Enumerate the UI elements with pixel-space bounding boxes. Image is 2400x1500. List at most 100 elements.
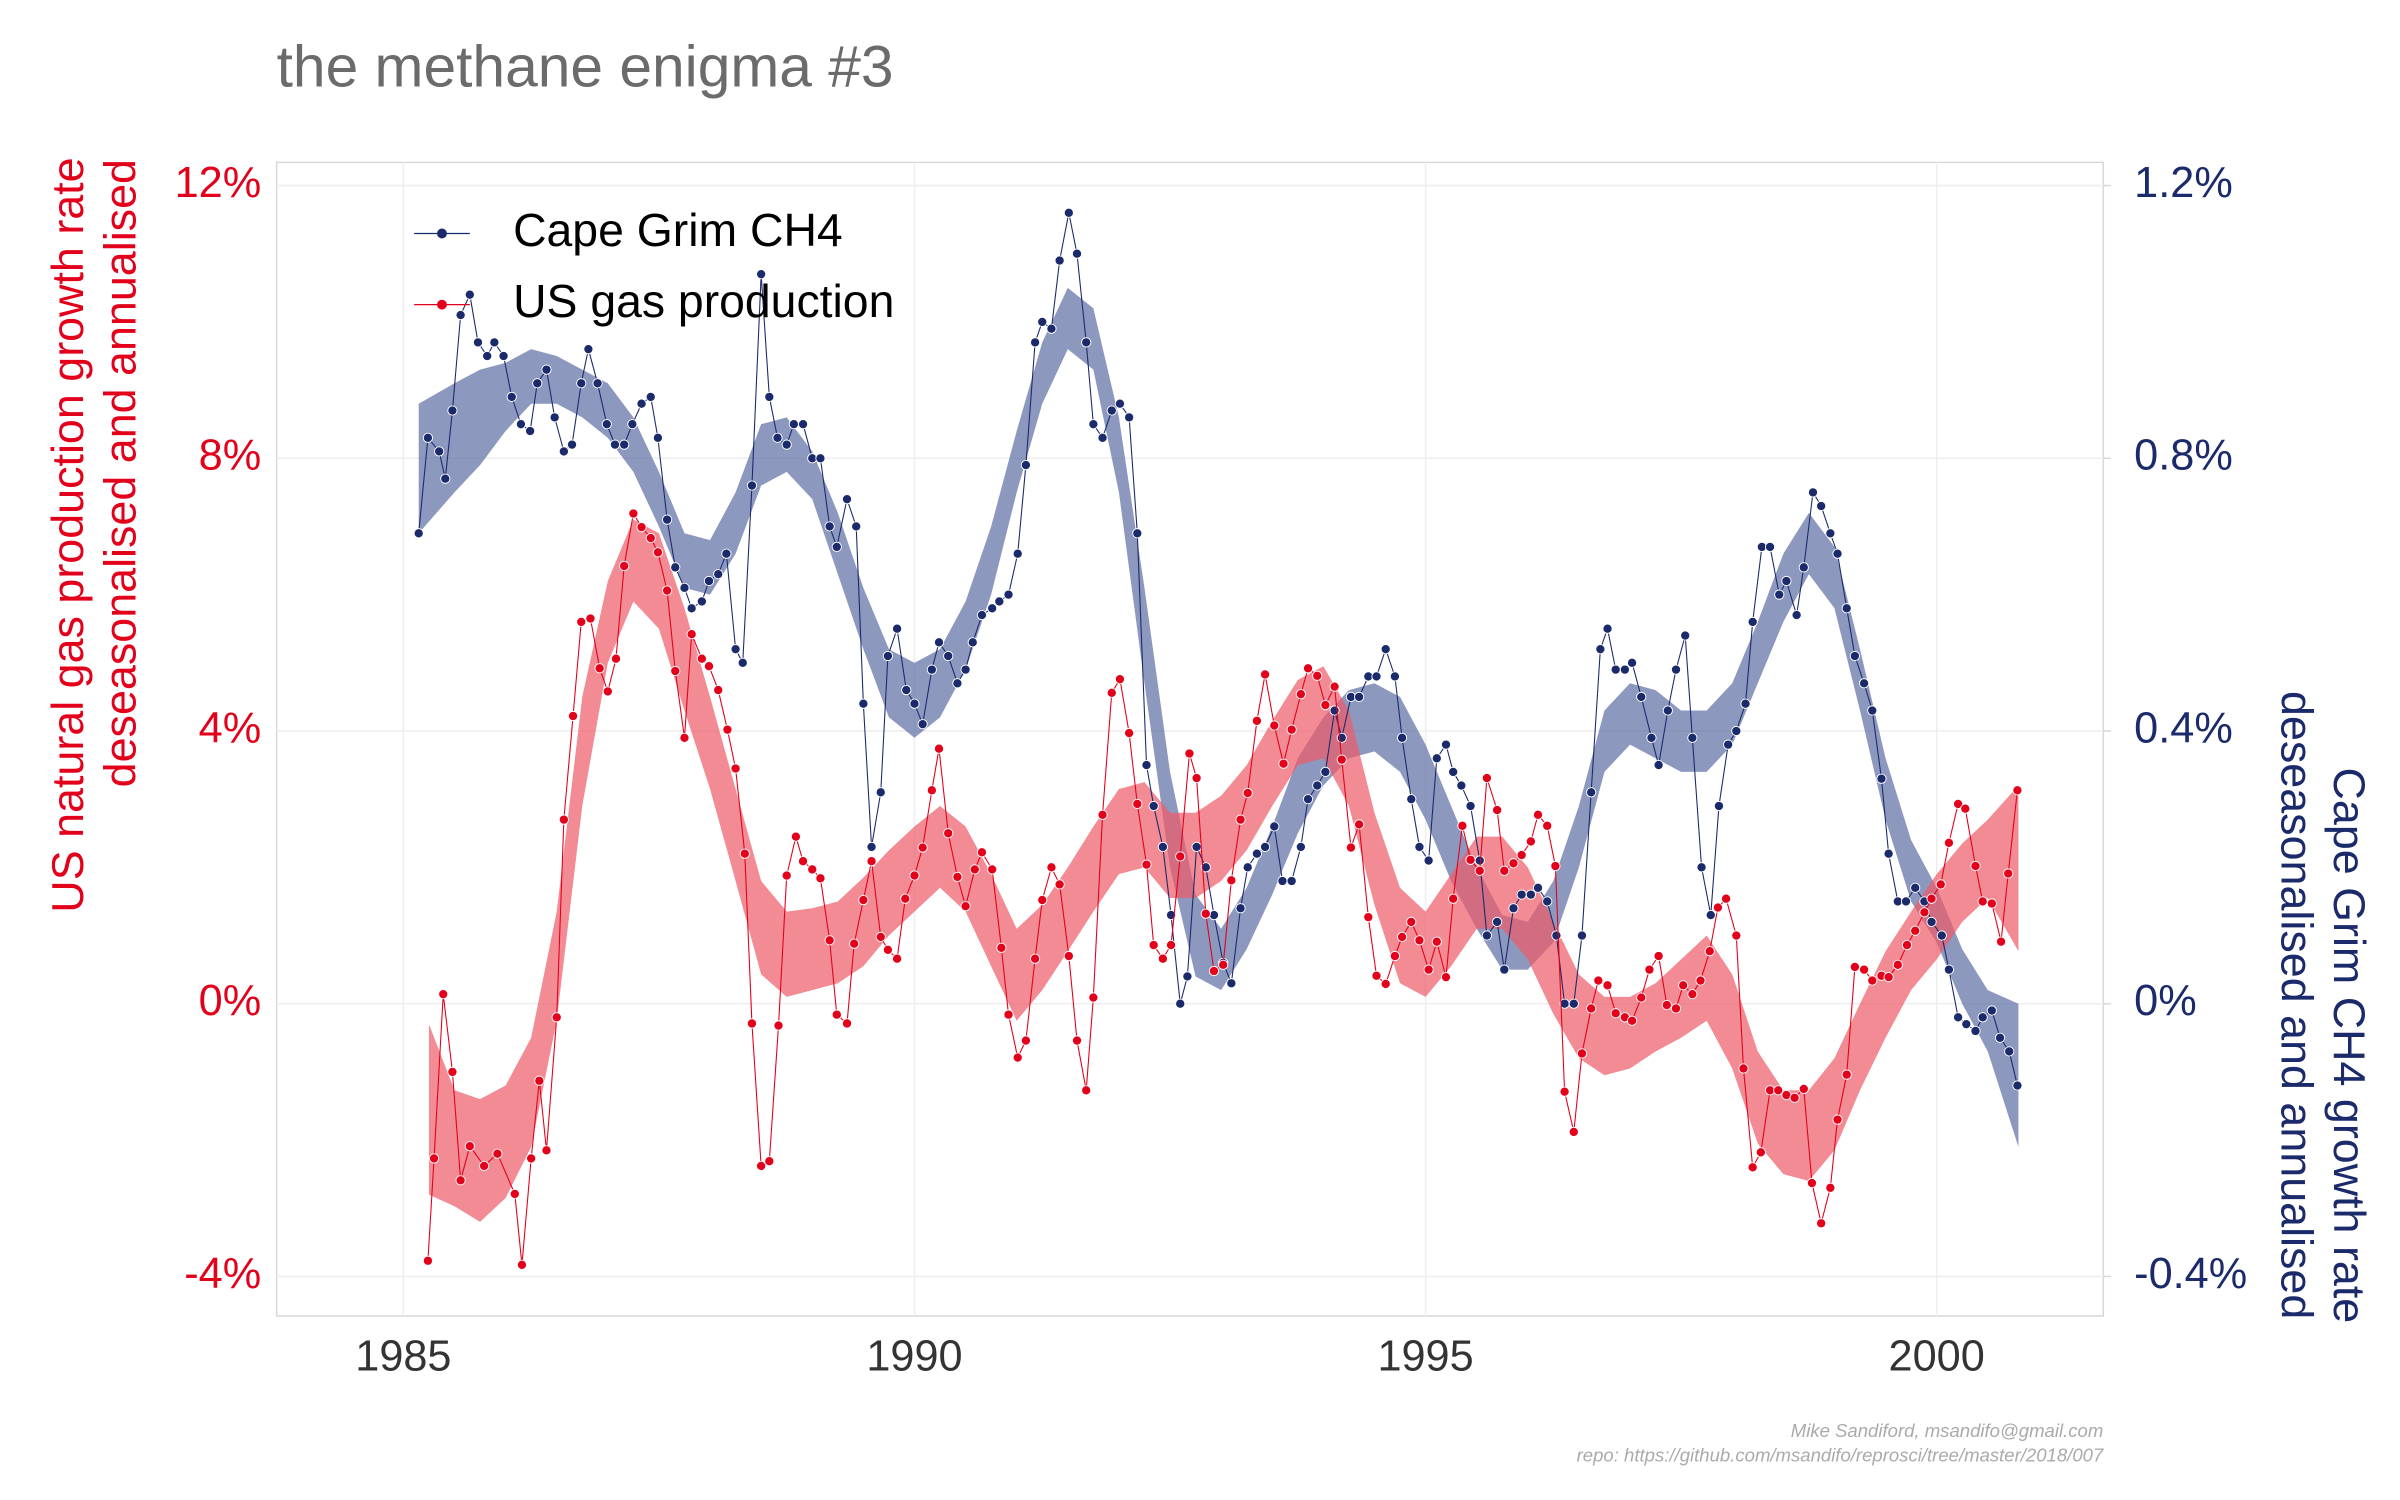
data-point: [764, 391, 775, 403]
data-point: [891, 623, 903, 634]
data-point: [1456, 780, 1467, 791]
data-point: [592, 378, 603, 389]
data-point: [1295, 841, 1306, 853]
data-point: [1970, 1025, 1981, 1037]
data-point: [594, 663, 605, 674]
data-point: [566, 439, 578, 450]
data-point: [652, 432, 664, 443]
data-point: [1037, 894, 1048, 906]
data-point: [1986, 1005, 1997, 1016]
data-point: [917, 719, 928, 730]
data-point: [434, 446, 445, 457]
data-point: [788, 419, 799, 430]
data-point: [773, 1020, 784, 1031]
data-point: [1705, 909, 1716, 921]
data-point: [1883, 972, 1894, 983]
data-point: [628, 508, 639, 519]
data-point: [1012, 1052, 1023, 1063]
data-point: [1713, 800, 1725, 812]
data-point: [534, 1075, 545, 1086]
data-point: [1175, 998, 1186, 1009]
data-point: [1046, 862, 1057, 873]
data-point: [1953, 798, 1964, 810]
data-point: [1849, 961, 1860, 973]
data-point: [976, 847, 988, 858]
data-point: [1832, 1114, 1843, 1125]
data-point: [1670, 664, 1682, 675]
data-point: [1465, 854, 1476, 865]
data-point: [952, 678, 963, 689]
data-point: [815, 873, 826, 884]
data-point: [730, 644, 741, 655]
data-point: [2003, 868, 2014, 879]
y-axis-title: deseasonalised and annualised: [94, 159, 145, 787]
data-point: [1481, 930, 1493, 941]
data-point: [1492, 916, 1503, 928]
data-point: [1165, 939, 1177, 951]
data-point: [841, 1018, 853, 1029]
data-point: [506, 391, 517, 403]
data-point: [1302, 794, 1314, 805]
data-point: [1345, 842, 1357, 853]
data-point: [831, 541, 842, 553]
data-point: [1088, 992, 1099, 1003]
chart-title: the methane enigma #3: [277, 35, 894, 100]
data-point: [455, 309, 466, 321]
data-point: [585, 613, 596, 624]
data-point: [438, 989, 449, 1000]
data-point: [960, 664, 971, 675]
series: [422, 508, 2023, 1270]
legend-label: Cape Grim CH4: [513, 204, 843, 256]
plot-frame: [275, 161, 2105, 1317]
data-point: [1704, 946, 1715, 957]
data-point: [1653, 950, 1664, 962]
data-point: [1336, 732, 1347, 743]
data-point: [619, 439, 630, 450]
data-point: [627, 419, 638, 430]
data-point: [875, 787, 886, 798]
data-point: [1114, 398, 1126, 409]
data-point: [1269, 720, 1280, 731]
data-point: [1081, 337, 1092, 348]
data-point: [1696, 862, 1707, 873]
data-point: [1551, 930, 1562, 941]
data-point: [1457, 820, 1468, 831]
data-point: [781, 439, 792, 450]
data-point: [526, 1153, 537, 1164]
data-point: [952, 871, 963, 883]
x-tick-label: 1995: [1377, 1333, 1473, 1381]
data-point: [1423, 855, 1434, 866]
data-point: [1208, 965, 1220, 977]
data-point: [428, 1153, 440, 1164]
data-point: [1141, 859, 1152, 870]
data-point: [482, 350, 493, 362]
data-point: [1020, 1035, 1031, 1046]
data-point: [1508, 903, 1519, 914]
data-point: [943, 650, 954, 662]
data-point: [1807, 487, 1819, 498]
data-point: [1867, 705, 1878, 716]
legend: Cape Grim CH4 US gas production: [414, 204, 894, 327]
data-point: [1576, 930, 1588, 941]
data-point: [1124, 727, 1135, 739]
data-point: [824, 521, 835, 532]
data-point: [807, 864, 818, 875]
data-point: [1892, 959, 1903, 970]
data-point: [901, 684, 912, 696]
data-point: [987, 603, 998, 614]
data-point: [541, 1145, 552, 1156]
data-point: [610, 653, 622, 664]
data-point: [1926, 916, 1937, 928]
data-point: [686, 629, 697, 640]
data-point: [1354, 691, 1365, 703]
data-point: [1662, 705, 1673, 716]
data-point: [1312, 670, 1323, 681]
data-point: [1148, 800, 1159, 812]
data-point: [1798, 562, 1809, 573]
data-point: [1525, 889, 1536, 900]
data-point: [909, 870, 920, 881]
data-point: [1312, 780, 1323, 791]
data-point: [576, 616, 587, 628]
data-point: [1695, 975, 1706, 986]
data-point: [696, 596, 707, 607]
